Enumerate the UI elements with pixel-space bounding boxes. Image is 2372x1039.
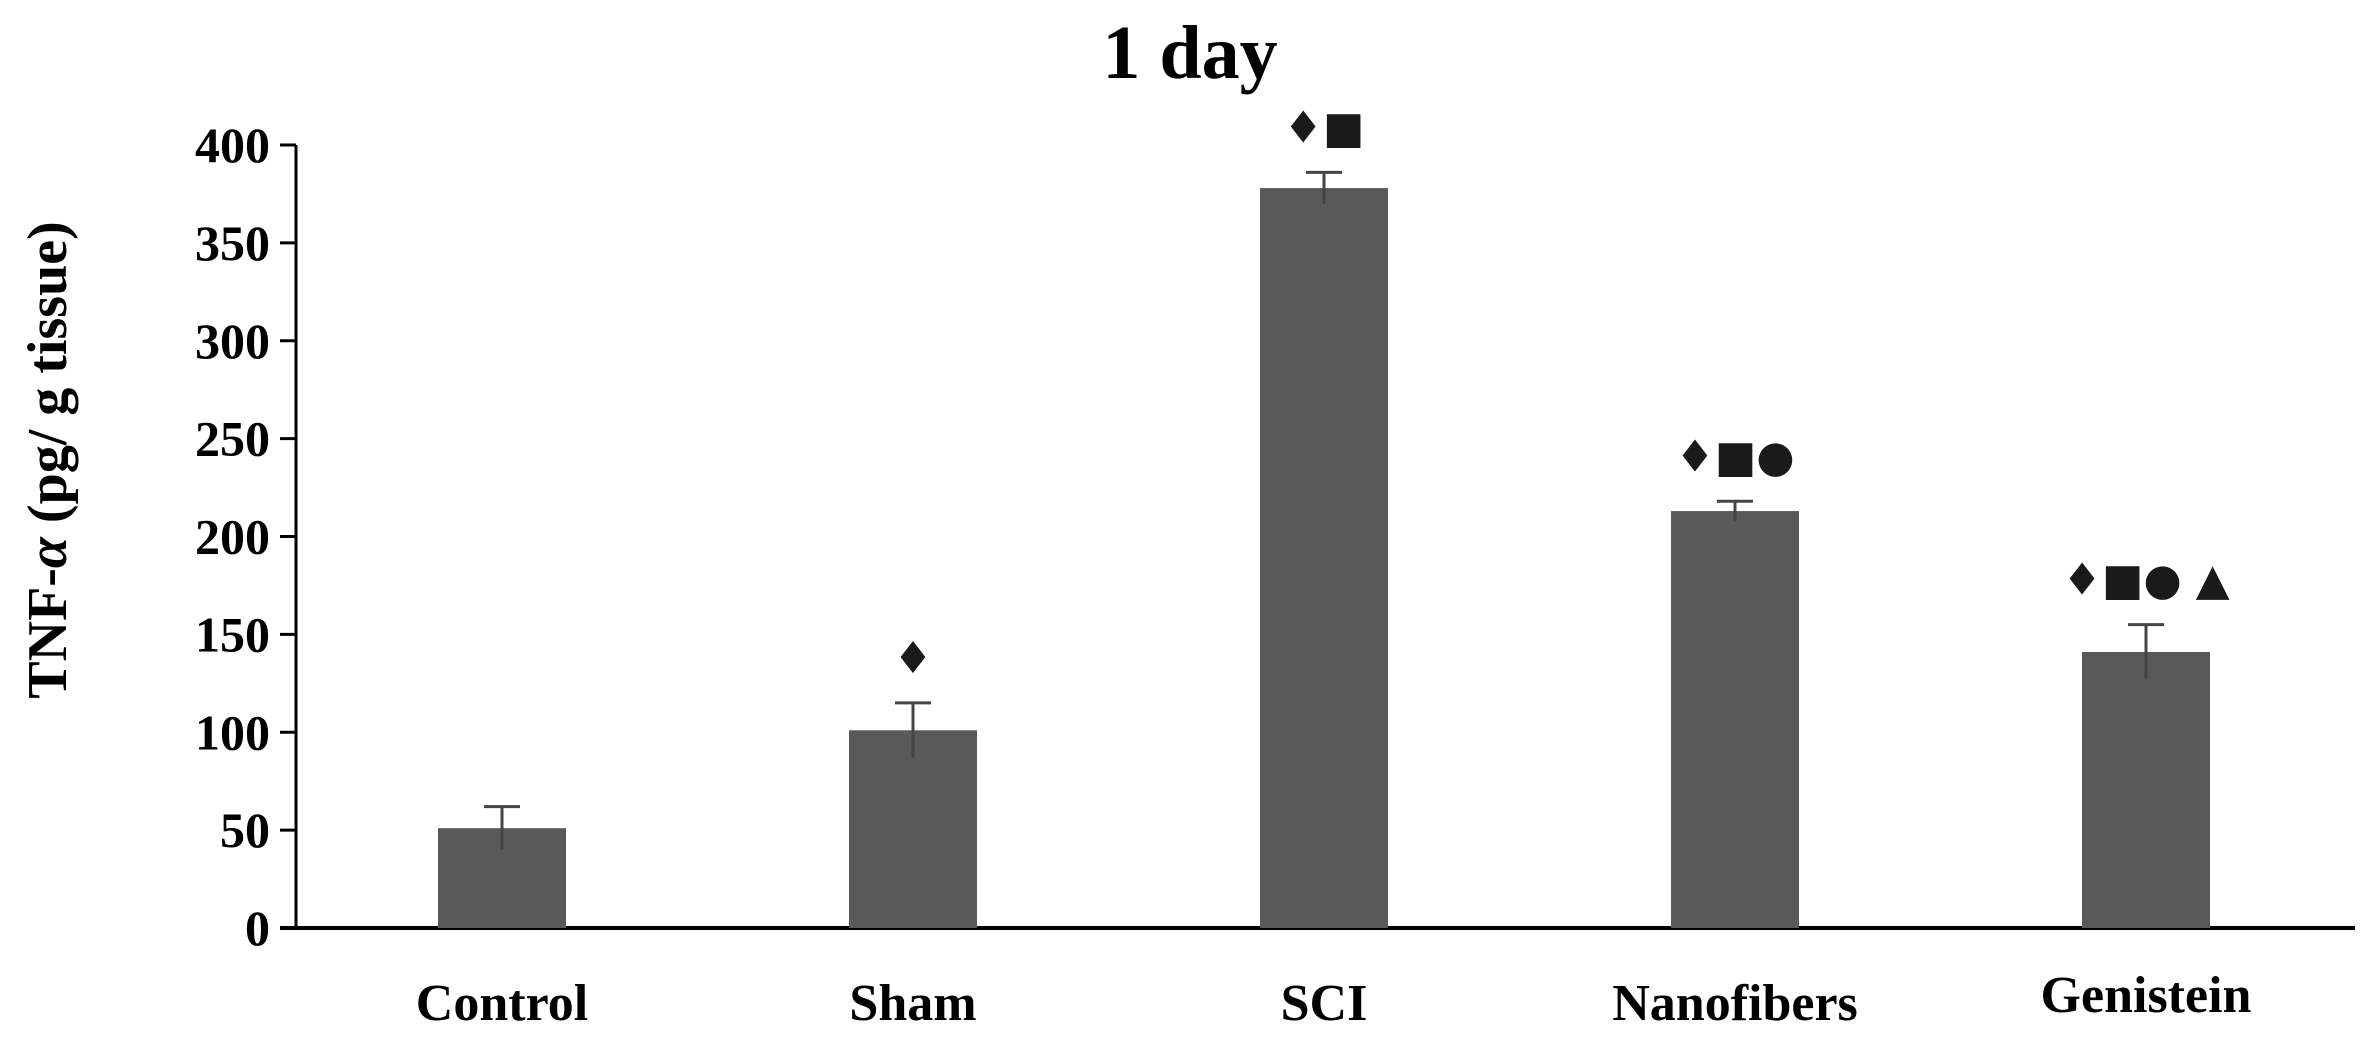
y-axis-label-part: (pg/ g tissue): [17, 221, 79, 537]
y-tick-label: 150: [195, 606, 270, 662]
y-tick-label: 350: [195, 215, 270, 271]
bars-group: [438, 170, 2210, 928]
y-tick-label: 300: [195, 313, 270, 369]
bar: [2082, 651, 2210, 928]
y-tick-label: 400: [195, 117, 270, 173]
bar: [1260, 188, 1388, 928]
y-tick-label: 200: [195, 509, 270, 565]
y-tick-label: 0: [245, 900, 270, 956]
x-tick-label: Sham: [849, 975, 976, 1032]
bar: [1671, 511, 1799, 928]
y-tick-label: 250: [195, 411, 270, 467]
y-tick-label: 50: [220, 802, 270, 858]
chart-title: 1 day: [1102, 11, 1277, 95]
x-tick-label: Genistein: [2041, 967, 2252, 1024]
labels-group: 0 50 100 150 200 250 300 350 400 Control ♦ Sham ♦■ SC…: [195, 102, 2252, 1032]
significance-marker: ♦■● ▲: [2062, 555, 2229, 606]
bar: [849, 730, 977, 928]
y-axis-label-part: TNF-: [17, 568, 79, 699]
significance-marker: ♦■: [1283, 102, 1364, 153]
x-tick-label: Control: [416, 975, 588, 1032]
y-tick-label: 100: [195, 704, 270, 760]
y-axis-label-alpha: α: [17, 536, 79, 568]
significance-marker: ♦■●: [1675, 431, 1794, 482]
y-axis-label: TNF-α (pg/ g tissue): [17, 221, 79, 698]
x-tick-label: Nanofibers: [1612, 975, 1858, 1032]
significance-marker: ♦: [893, 633, 932, 684]
x-tick-label: SCI: [1281, 975, 1368, 1032]
